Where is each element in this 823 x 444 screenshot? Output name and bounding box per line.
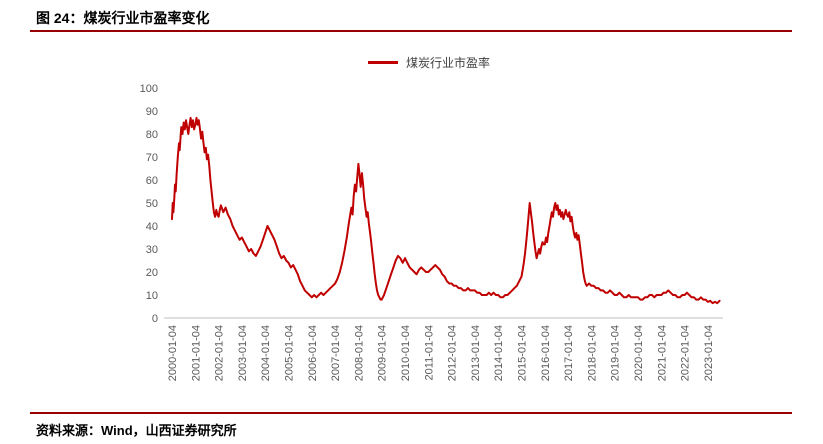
pe-line [171,116,721,305]
svg-text:2006-01-04: 2006-01-04 [307,325,319,381]
svg-text:2013-01-04: 2013-01-04 [470,325,482,381]
svg-text:70: 70 [146,152,158,164]
legend-label: 煤炭行业市盈率 [406,56,491,70]
svg-text:2012-01-04: 2012-01-04 [447,325,459,381]
svg-text:2020-01-04: 2020-01-04 [633,325,645,381]
svg-text:2014-01-04: 2014-01-04 [493,325,505,381]
svg-text:2007-01-04: 2007-01-04 [330,325,342,381]
svg-text:20: 20 [146,267,158,279]
svg-text:90: 90 [146,106,158,118]
svg-text:50: 50 [146,198,158,210]
chart-legend: 煤炭行业市盈率 [368,54,490,71]
svg-text:2017-01-04: 2017-01-04 [563,325,575,381]
svg-text:10: 10 [146,290,158,302]
svg-text:80: 80 [146,129,158,141]
svg-text:2021-01-04: 2021-01-04 [656,325,668,381]
svg-text:2004-01-04: 2004-01-04 [260,325,272,381]
svg-text:2018-01-04: 2018-01-04 [586,325,598,381]
svg-text:2002-01-04: 2002-01-04 [214,325,226,381]
top-divider [30,30,792,32]
svg-text:2022-01-04: 2022-01-04 [680,325,692,381]
svg-text:0: 0 [152,313,158,325]
svg-text:2000-01-04: 2000-01-04 [167,325,179,381]
svg-text:2001-01-04: 2001-01-04 [190,325,202,381]
svg-text:40: 40 [146,221,158,233]
svg-text:2003-01-04: 2003-01-04 [237,325,249,381]
svg-text:2023-01-04: 2023-01-04 [703,325,715,381]
svg-text:60: 60 [146,175,158,187]
svg-text:2009-01-04: 2009-01-04 [377,325,389,381]
svg-text:2008-01-04: 2008-01-04 [353,325,365,381]
svg-text:30: 30 [146,244,158,256]
source-note: 资料来源：Wind，山西证券研究所 [36,423,237,438]
svg-text:2005-01-04: 2005-01-04 [284,325,296,381]
svg-text:2016-01-04: 2016-01-04 [540,325,552,381]
bottom-divider [30,412,792,414]
svg-text:2019-01-04: 2019-01-04 [610,325,622,381]
legend-line-swatch [368,61,398,64]
svg-text:2010-01-04: 2010-01-04 [400,325,412,381]
figure-title: 图 24：煤炭行业市盈率变化 [36,10,210,26]
y-axis-labels: 0 10 20 30 40 50 60 70 80 90 100 [140,83,158,325]
svg-text:100: 100 [140,83,158,95]
x-axis-labels: 2000-01-04 2001-01-04 2002-01-04 2003-01-04… [167,325,715,381]
svg-text:2015-01-04: 2015-01-04 [517,325,529,381]
svg-text:2011-01-04: 2011-01-04 [423,325,435,380]
